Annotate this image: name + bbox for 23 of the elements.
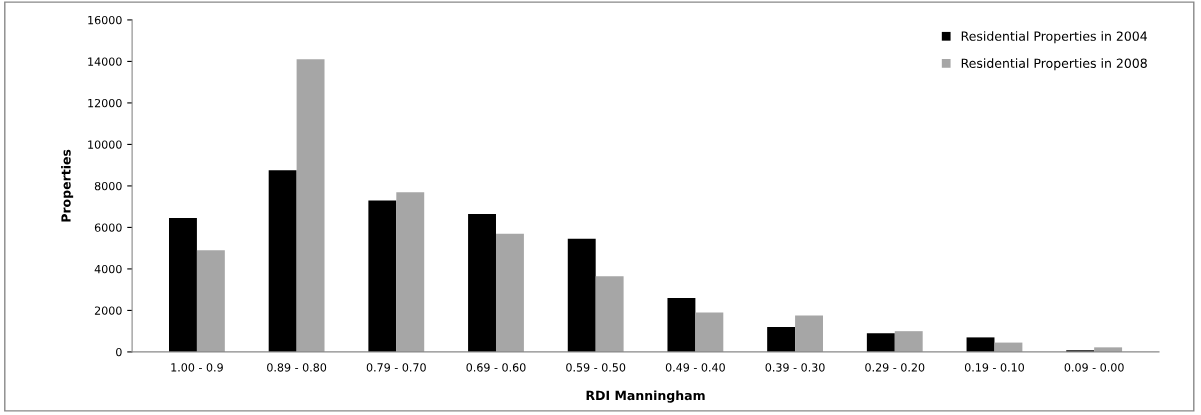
y-tick-label: 4000 — [94, 264, 122, 274]
y-tick-label: 6000 — [94, 223, 122, 232]
y-tick-label: 10000 — [88, 140, 122, 149]
x-tick-label: 0.39 - 0.30 — [765, 363, 825, 372]
x-tick-label: 1.00 - 0.9 — [171, 363, 223, 372]
x-tick-label: 0.59 - 0.50 — [566, 363, 626, 372]
y-tick-label: 8000 — [94, 181, 122, 191]
x-tick-label: 0.69 - 0.60 — [466, 363, 526, 372]
x-tick-label: 0.29 - 0.20 — [865, 363, 925, 372]
y-axis-title: Properties — [61, 149, 74, 222]
legend-label: Residential Properties in 2008 — [961, 58, 1147, 71]
x-tick-label: 0.19 - 0.10 — [964, 363, 1025, 372]
y-tick-label: 0 — [116, 347, 122, 357]
y-tick-label: 12000 — [88, 98, 122, 108]
x-tick-label: 0.49 - 0.40 — [665, 363, 725, 372]
x-tick-label: 0.89 - 0.80 — [267, 363, 327, 372]
x-tick-label: 0.09 - 0.00 — [1064, 363, 1124, 372]
y-tick-label: 14000 — [88, 57, 122, 66]
x-tick-label: 0.79 - 0.70 — [366, 363, 426, 372]
y-tick-label: 16000 — [88, 15, 122, 25]
y-tick-label: 2000 — [94, 306, 122, 315]
legend-label: Residential Properties in 2004 — [961, 31, 1148, 44]
x-axis-title: RDI Manningham — [586, 390, 705, 403]
